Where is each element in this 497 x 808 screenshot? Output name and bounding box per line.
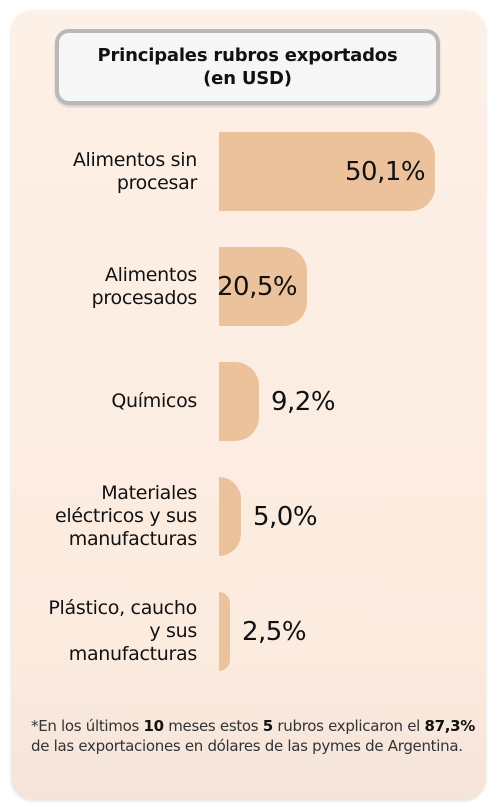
category-label-line: manufacturas — [68, 528, 198, 550]
value-label: 9,2% — [271, 386, 336, 417]
category-label: Alimentos sin procesar — [11, 149, 197, 195]
chart-title-line-2: (en USD) — [203, 68, 292, 89]
category-label-line: Alimentos sin — [72, 148, 197, 171]
category-label-line: Plástico, caucho — [48, 597, 197, 619]
category-label: Plástico, caucho y sus manufacturas — [11, 597, 197, 666]
footnote-text-1: *En los últimos — [31, 717, 144, 735]
bar — [219, 592, 230, 671]
value-label: 5,0% — [253, 501, 318, 532]
footnote-text-3: rubros explicaron el — [272, 717, 425, 735]
category-label-line: Químicos — [111, 390, 197, 412]
value-label: 2,5% — [242, 616, 307, 647]
category-label-line: Alimentos — [104, 263, 197, 286]
footnote-share: 87,3% — [424, 717, 476, 735]
value-label: 50,1% — [345, 156, 426, 187]
category-label: Alimentos procesados — [11, 263, 198, 310]
footnote-months: 10 — [143, 717, 164, 735]
bar — [219, 132, 435, 211]
bar — [219, 477, 241, 556]
footnote: *En los últimos 10 meses estos 5 rubros … — [31, 716, 476, 756]
value-label: 20,5% — [217, 271, 298, 302]
bar — [219, 247, 307, 326]
chart-card: Principales rubros exportados (en USD) A… — [11, 10, 486, 800]
category-label-line: y sus — [149, 620, 197, 642]
chart-title-line-1: Principales rubros exportados — [97, 45, 398, 66]
category-label-line: Materiales — [101, 482, 197, 504]
footnote-text-2: meses estos — [163, 717, 263, 735]
category-label: Materiales eléctricos y sus manufacturas — [11, 482, 197, 551]
title-box: Principales rubros exportados (en USD) — [55, 29, 440, 105]
category-label-line: eléctricos y sus — [55, 505, 197, 527]
category-label-line: procesados — [91, 286, 198, 309]
bar — [219, 362, 259, 441]
bar-chart: Alimentos sin procesar 50,1% Alimentos proce… — [11, 10, 486, 800]
category-label: Químicos — [11, 390, 197, 413]
category-label-line: manufacturas — [68, 643, 198, 665]
footnote-count: 5 — [262, 717, 273, 735]
category-label-line: procesar — [116, 171, 197, 194]
footnote-text-4: de las exportaciones en dólares de las p… — [31, 737, 463, 755]
